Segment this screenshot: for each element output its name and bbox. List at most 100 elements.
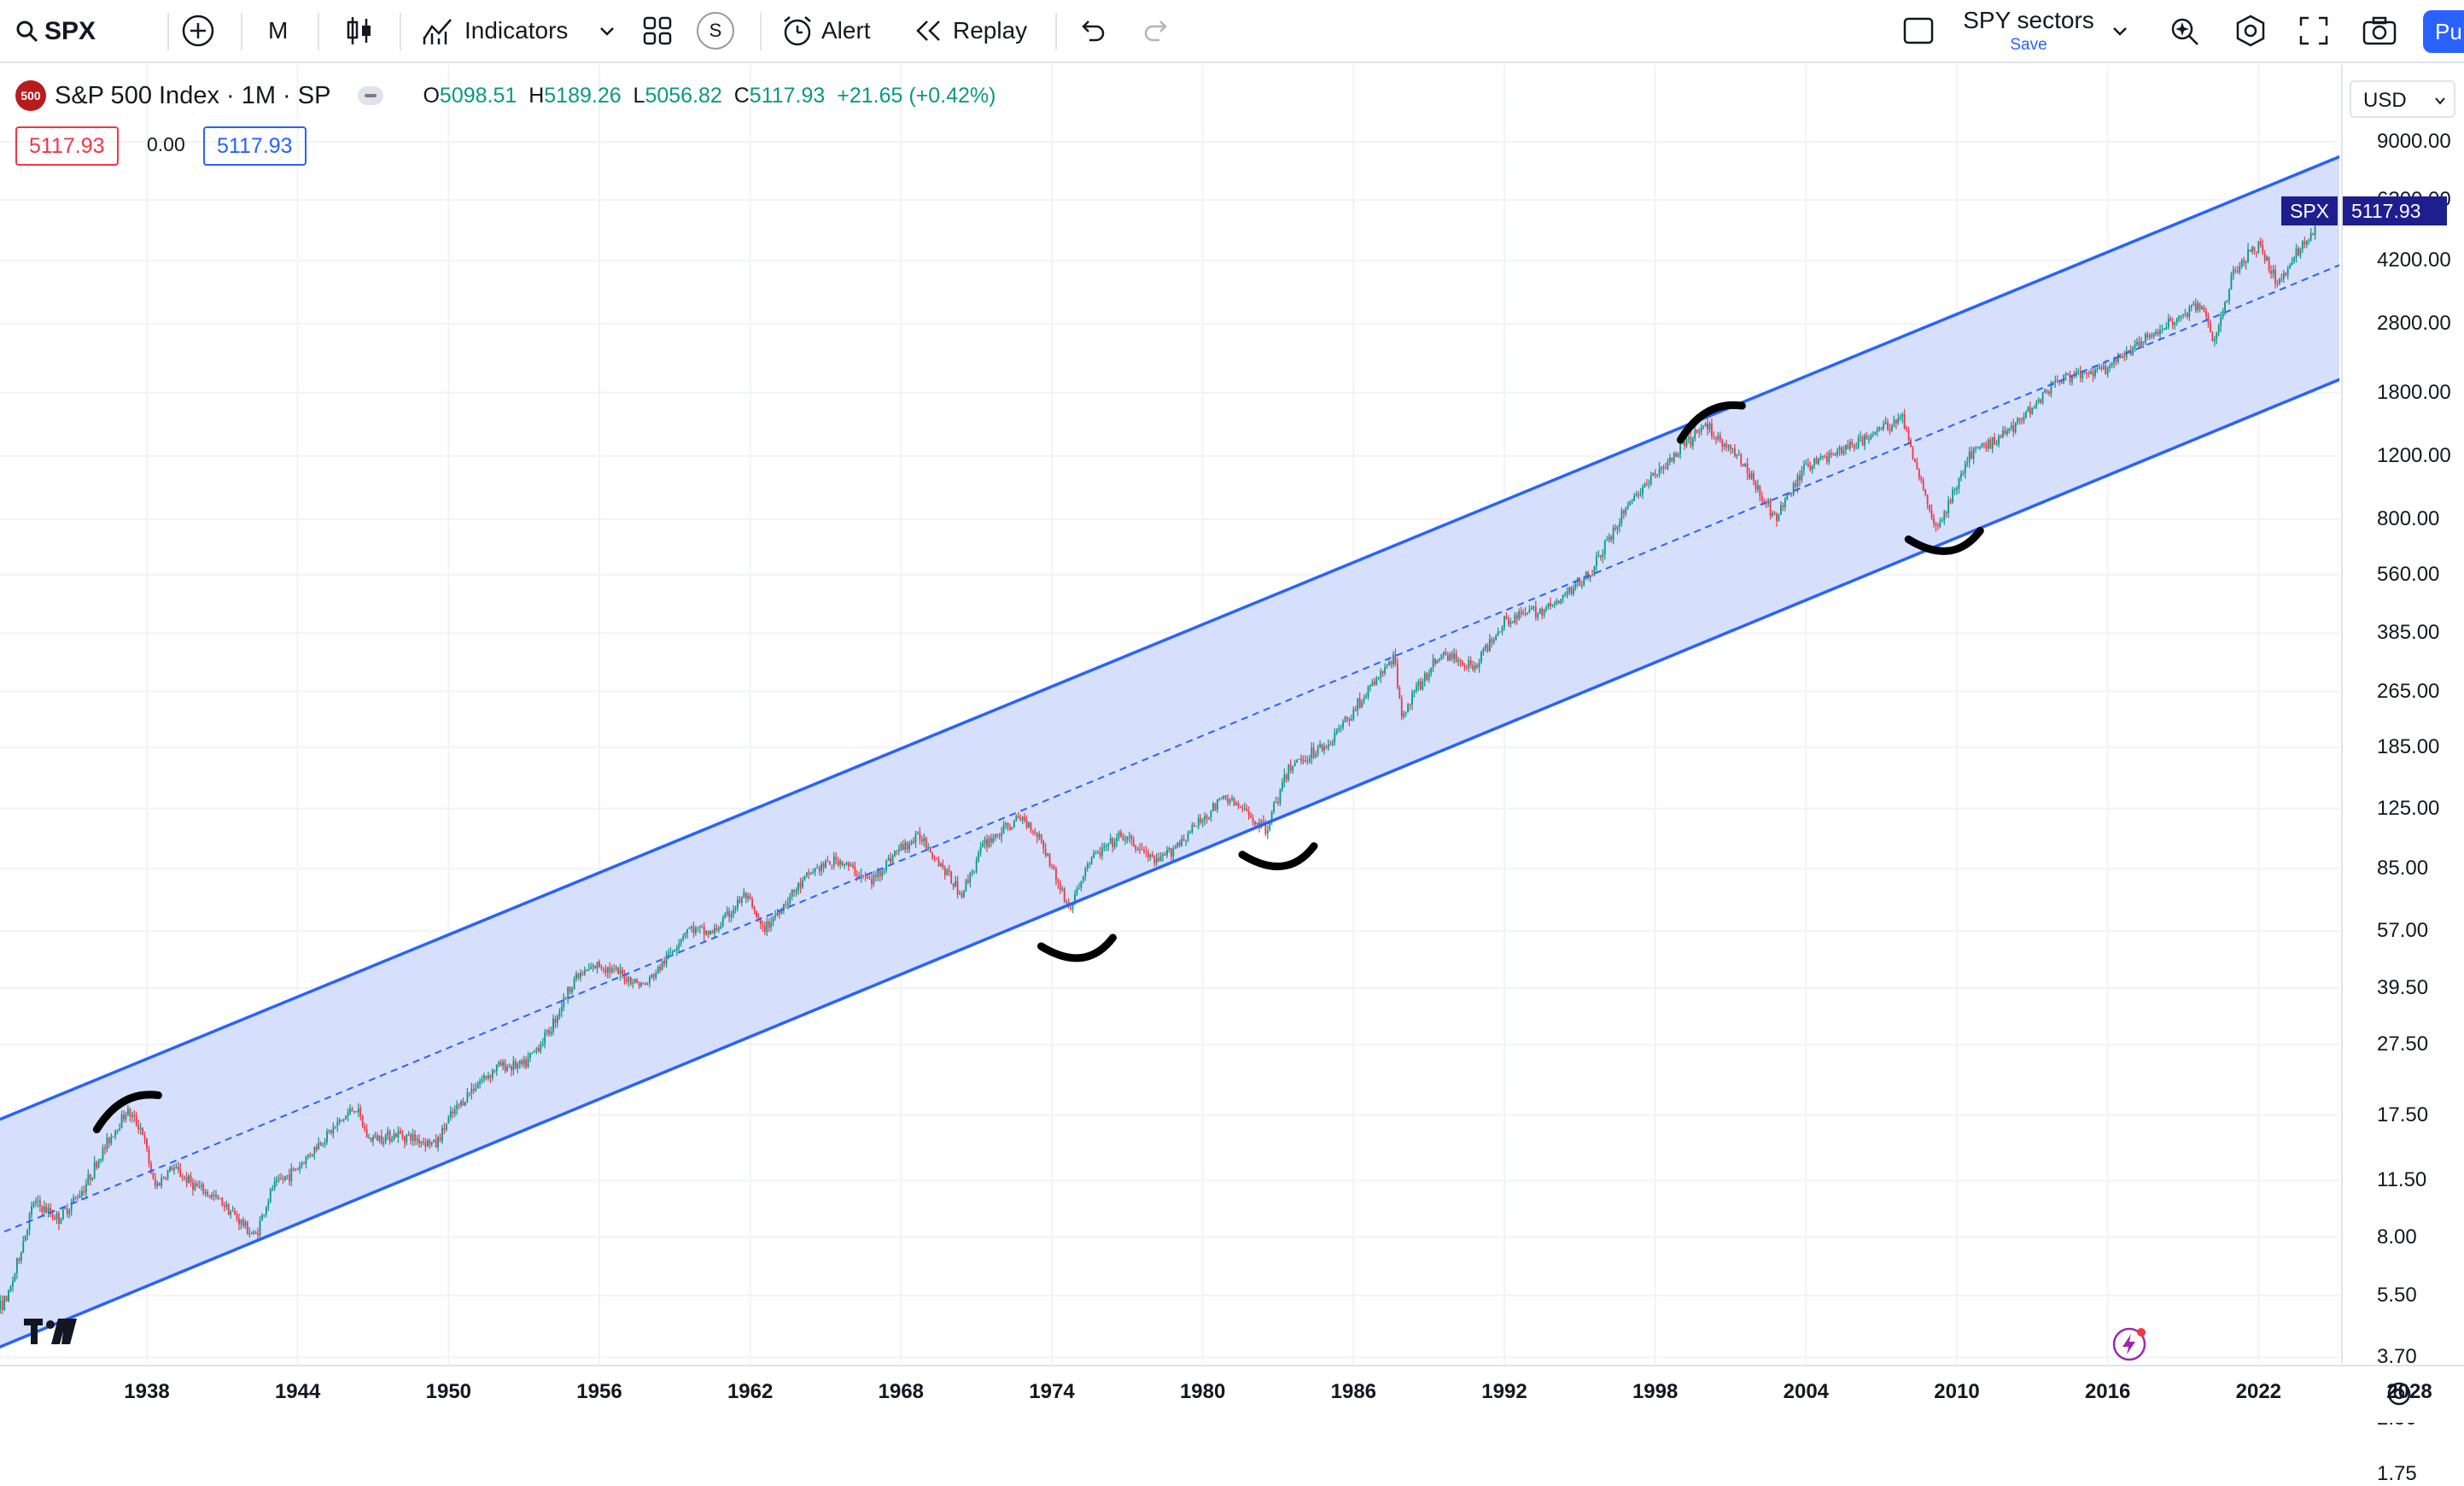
price-tick: 265.00: [2377, 679, 2440, 703]
candle-body: [301, 1163, 303, 1167]
annotation-stroke[interactable]: [1676, 401, 1746, 444]
candle-body: [531, 1051, 534, 1054]
candle-body: [1690, 437, 1692, 447]
candle-body: [384, 1135, 387, 1143]
lightning-icon[interactable]: [2111, 1325, 2148, 1363]
candle-body: [1860, 436, 1862, 438]
axis-settings-icon[interactable]: [2385, 1380, 2413, 1407]
symbol-legend[interactable]: 500 S&P 500 Index · 1M · SP O5098.51 H51…: [15, 80, 996, 111]
candle-body: [326, 1131, 328, 1143]
candle-body: [284, 1176, 286, 1180]
indicators-button[interactable]: Indicators: [422, 0, 568, 62]
legend-eye-toggle[interactable]: [358, 86, 384, 105]
layout-dropdown[interactable]: [2111, 0, 2129, 62]
candle-body: [135, 1115, 137, 1126]
channel-lines[interactable]: [0, 97, 2339, 1363]
strategy-button[interactable]: S: [697, 0, 734, 62]
candle-body: [1717, 435, 1720, 440]
interval-button[interactable]: M: [268, 0, 288, 62]
candle-body: [223, 1205, 225, 1208]
candle-body: [1541, 608, 1544, 616]
candle-body: [493, 1070, 496, 1072]
annotation-stroke[interactable]: [1238, 842, 1318, 870]
candle-body: [1834, 454, 1836, 456]
candle-body: [456, 1104, 458, 1110]
replay-button[interactable]: Replay: [914, 0, 1027, 62]
time-tick: 1986: [1330, 1380, 1377, 1403]
candle-body: [2240, 260, 2243, 267]
annotation-stroke[interactable]: [92, 1091, 162, 1134]
candle-body: [2086, 372, 2088, 374]
candle-body: [1557, 600, 1560, 604]
candle-body: [18, 1258, 20, 1261]
candle-body: [881, 870, 884, 876]
candle-body: [1101, 847, 1103, 857]
candle-body: [1430, 667, 1433, 674]
candle-body: [1151, 854, 1153, 857]
undo-button[interactable]: [1077, 0, 1106, 62]
currency-select[interactable]: USD: [2350, 80, 2455, 118]
layout-name-button[interactable]: SPY sectors Save: [1960, 7, 2097, 55]
candle-body: [963, 891, 965, 898]
candle-body: [1610, 536, 1613, 541]
chart-type-button[interactable]: [345, 0, 374, 62]
candle-body: [1760, 496, 1763, 501]
compare-add-button[interactable]: [181, 0, 215, 62]
candle-body: [534, 1050, 535, 1052]
price-chart[interactable]: [0, 65, 2339, 1363]
symbol-search-button[interactable]: SPX: [15, 0, 96, 63]
buy-price-box[interactable]: 5117.93: [203, 126, 307, 166]
candle-body: [1698, 432, 1701, 434]
candle-body: [1130, 835, 1133, 840]
publish-button[interactable]: Pu: [2423, 10, 2464, 53]
candle-body: [1340, 727, 1342, 728]
candle-body: [826, 861, 829, 863]
indicators-dropdown[interactable]: [598, 0, 616, 62]
candle-body: [950, 871, 953, 884]
candle-body: [242, 1220, 244, 1226]
channel-middle-line[interactable]: [0, 205, 2339, 1282]
candle-body: [1233, 798, 1235, 805]
candle-body: [2017, 418, 2019, 423]
candle-body: [1614, 527, 1616, 529]
candle-body: [832, 856, 835, 866]
chart-pane[interactable]: [0, 65, 2339, 1363]
hand-drawn-annotations[interactable]: [92, 401, 1984, 1134]
screenshot-button[interactable]: [2362, 0, 2397, 62]
candle-body: [1811, 465, 1813, 471]
candle-body: [1772, 512, 1773, 517]
candle-body: [2111, 363, 2113, 366]
candle-body: [1139, 848, 1141, 850]
candle-body: [652, 974, 655, 978]
sell-price-box[interactable]: 5117.93: [15, 126, 119, 166]
price-tick: 3.70: [2377, 1345, 2417, 1369]
candle-body: [395, 1133, 397, 1138]
candle-body: [1568, 587, 1570, 592]
settings-button[interactable]: [2233, 0, 2268, 62]
layout-checkbox[interactable]: [1902, 0, 1935, 62]
redo-button[interactable]: [1142, 0, 1171, 62]
annotation-stroke[interactable]: [1036, 933, 1117, 962]
time-axis[interactable]: 1938 1944 1950 1956 1962 1968 1974 1980 1986 1992…: [0, 1365, 2464, 1423]
layouts-button[interactable]: [642, 0, 673, 62]
annotation-stroke[interactable]: [1904, 527, 1984, 555]
candle-body: [1847, 444, 1849, 449]
candle-body: [1403, 713, 1405, 717]
channel-upper-line[interactable]: [0, 97, 2339, 1167]
candle-body: [2035, 401, 2038, 407]
candle-body: [877, 870, 879, 877]
price-axis[interactable]: 9000.006200.004200.002800.001800.001200.…: [2341, 65, 2464, 1485]
square-icon: [1903, 17, 1934, 44]
candle-body: [763, 925, 766, 933]
alert-button[interactable]: Alert: [780, 0, 871, 62]
candle-body: [288, 1174, 290, 1181]
candle-body: [15, 1258, 18, 1273]
candle-body: [2194, 303, 2197, 311]
rewind-icon: [916, 20, 940, 41]
candle-body: [783, 904, 785, 911]
candle-body: [2096, 368, 2099, 370]
quick-search-button[interactable]: [2169, 0, 2203, 62]
candle-body: [2293, 257, 2295, 261]
channel-lower-line[interactable]: [0, 319, 2339, 1363]
fullscreen-button[interactable]: [2298, 0, 2329, 62]
